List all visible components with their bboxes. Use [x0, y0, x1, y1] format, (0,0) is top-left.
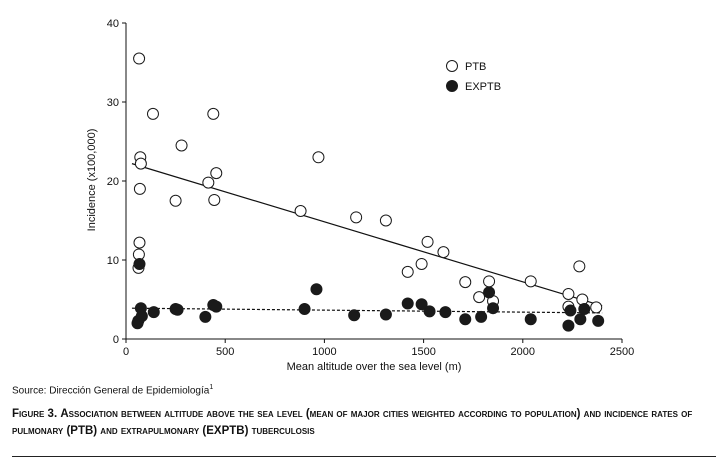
ptb-point — [524, 275, 537, 288]
x-tick-label: 500 — [216, 346, 234, 358]
scatter-chart: 0 500 1000 1500 2000 2500 0 10 20 30 40 PTB EXPTB I… — [86, 18, 634, 373]
ptb-point — [415, 257, 428, 270]
ptb-point — [133, 182, 146, 195]
ptb-point — [202, 176, 215, 189]
ptb-point — [379, 214, 392, 227]
legend-marker-exptb — [446, 80, 458, 92]
ptb-point — [421, 235, 434, 248]
exptb-point — [574, 313, 587, 326]
y-tick-label: 10 — [107, 255, 119, 267]
exptb-point — [147, 306, 160, 319]
figure-caption: Figure 3. Association between altitude a… — [12, 406, 717, 440]
exptb-point — [135, 310, 148, 323]
exptb-point — [592, 314, 605, 327]
y-tick-label: 40 — [107, 18, 119, 30]
exptb-point — [578, 302, 591, 315]
ptb-point — [459, 276, 472, 289]
data-points — [131, 52, 605, 332]
legend: PTB EXPTB — [446, 60, 501, 93]
x-tick-label: 2500 — [610, 346, 634, 358]
ptb-point — [573, 260, 586, 273]
exptb-point — [562, 319, 575, 332]
ptb-point — [350, 211, 363, 224]
exptb-point — [348, 309, 361, 322]
exptb-trendline — [131, 307, 603, 314]
ptb-point — [175, 139, 188, 152]
ptb-point — [134, 157, 147, 170]
x-tick-label: 1000 — [312, 346, 336, 358]
ptb-point — [146, 107, 159, 120]
exptb-point — [298, 302, 311, 315]
divider — [12, 456, 716, 457]
source-note: Source: Dirección General de Epidemiolog… — [12, 384, 213, 396]
ptb-point — [590, 301, 603, 314]
axes: 0 500 1000 1500 2000 2500 0 10 20 30 40 — [107, 18, 634, 358]
exptb-point — [564, 304, 577, 317]
legend-marker-ptb — [446, 60, 458, 72]
exptb-point — [133, 257, 146, 270]
x-axis-title: Mean altitude over the sea level (m) — [287, 361, 462, 373]
exptb-point — [487, 302, 500, 315]
ptb-point — [208, 193, 221, 206]
y-tick-label: 30 — [107, 97, 119, 109]
exptb-point — [171, 303, 184, 316]
caption-text: Association between altitude above the s… — [12, 408, 693, 437]
exptb-point — [483, 286, 496, 299]
y-tick-label: 20 — [107, 176, 119, 188]
x-tick-label: 0 — [123, 346, 129, 358]
y-axis-title: Incidence (x100,000) — [86, 129, 98, 232]
ptb-point — [483, 275, 496, 288]
x-tick-label: 2000 — [511, 346, 535, 358]
ptb-point — [169, 194, 182, 207]
ptb-point — [294, 205, 307, 218]
ptb-point — [401, 265, 414, 278]
ptb-point — [562, 287, 575, 300]
ptb-point — [210, 167, 223, 180]
exptb-point — [401, 297, 414, 310]
ptb-point — [133, 236, 146, 249]
figure-label: Figure 3. — [12, 408, 58, 420]
ptb-point — [207, 107, 220, 120]
source-text: Source: Dirección General de Epidemiolog… — [12, 385, 210, 397]
exptb-point — [310, 283, 323, 296]
exptb-point — [423, 305, 436, 318]
exptb-point — [459, 313, 472, 326]
y-tick-label: 0 — [113, 334, 119, 346]
ptb-point — [437, 246, 450, 259]
exptb-point — [379, 308, 392, 321]
trendlines — [131, 163, 603, 314]
ptb-point — [312, 151, 325, 164]
exptb-point — [475, 310, 488, 323]
source-footnote-marker: 1 — [209, 384, 214, 391]
ptb-point — [473, 291, 486, 304]
ptb-point — [133, 52, 146, 65]
x-tick-label: 1500 — [411, 346, 435, 358]
legend-label-exptb: EXPTB — [465, 81, 501, 93]
legend-label-ptb: PTB — [465, 61, 486, 73]
exptb-point — [415, 298, 428, 311]
exptb-point — [210, 300, 223, 313]
exptb-point — [524, 313, 537, 326]
exptb-point — [199, 310, 212, 323]
exptb-point — [439, 306, 452, 319]
